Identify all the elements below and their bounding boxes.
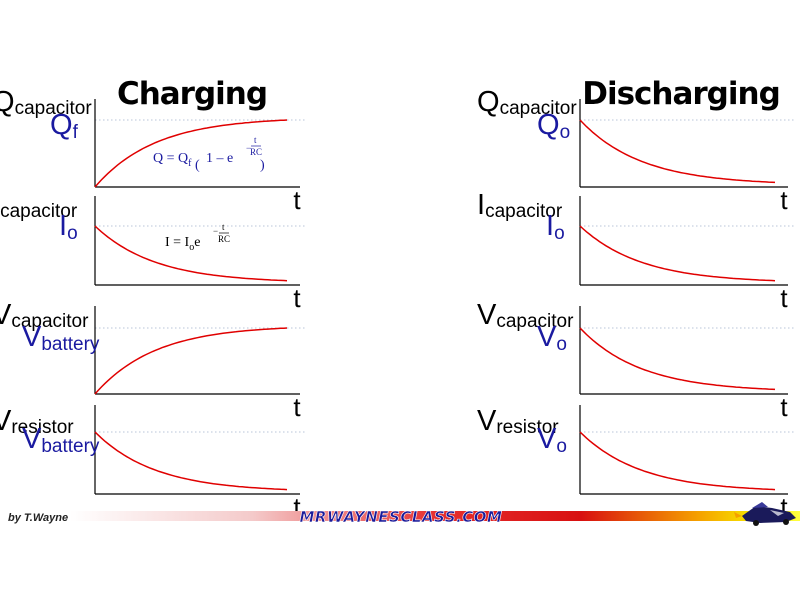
charging-v-curve (94, 327, 288, 395)
charging-q-level-label: Qf (50, 109, 79, 143)
charging-r-quantity-label: Vresistor (0, 405, 74, 438)
site-brand-link[interactable]: MRWAYNESCLASS.COM (299, 508, 503, 527)
charge-equation: Q = Qf ( 1 – e − t RC ) (153, 135, 265, 173)
discharging-i-quantity-label: Icapacitor (477, 189, 563, 222)
charge-equation-one-minus-e: 1 – e (206, 151, 233, 166)
charging-q-curve (94, 119, 288, 188)
discharging-r-time-label: t (780, 492, 788, 522)
discharging-i-level-label: Io (546, 210, 565, 244)
current-equation-exp-minus: − (213, 226, 218, 236)
discharging-q-curve (579, 119, 776, 184)
charging-r-time-label: t (293, 492, 301, 522)
discharging-i-time-label: t (780, 283, 788, 313)
discharging-title: Discharging (582, 76, 780, 112)
rocket-car-icon (734, 502, 796, 526)
current-equation-exp-den: RC (218, 234, 230, 244)
charge-equation-open-paren: ( (195, 158, 200, 173)
charge-equation-lhs: Q = Qf (153, 151, 192, 169)
discharging-v-time-label: t (780, 392, 788, 422)
charging-v-level-label: Vbattery (22, 321, 100, 355)
discharging-v-quantity-label: Vcapacitor (477, 299, 574, 332)
discharging-r-quantity-label: Vresistor (477, 405, 559, 438)
charging-i-curve (94, 225, 288, 282)
discharging-q-level-label: Qo (537, 109, 570, 143)
charging-v-quantity-label: Vcapacitor (0, 299, 89, 332)
discharging-i-curve (579, 225, 776, 282)
charging-r-level-label: Vbattery (22, 423, 100, 457)
discharging-r-curve (579, 431, 776, 491)
charging-i-level-label: Io (59, 210, 78, 244)
current-equation-exp-num: t (222, 222, 225, 232)
charging-i-quantity-label: Icapacitor (0, 189, 78, 222)
current-equation: I = Ioe − t RC (165, 222, 230, 253)
charge-equation-exp-den: RC (250, 147, 262, 157)
charging-q-time-label: t (293, 185, 301, 215)
charging-v-time-label: t (293, 392, 301, 422)
discharging-v-curve (579, 327, 776, 391)
charging-q-quantity-label: Qcapacitor (0, 86, 92, 119)
discharging-q-time-label: t (780, 185, 788, 215)
charging-title: Charging (117, 76, 267, 112)
discharging-v-level-label: Vo (537, 321, 567, 355)
current-equation-lhs: I = Ioe (165, 235, 200, 253)
author-credit: by T.Wayne (8, 512, 68, 524)
discharging-r-level-label: Vo (537, 423, 567, 457)
charging-i-time-label: t (293, 283, 301, 313)
charge-equation-exp-minus: − (246, 143, 251, 153)
footer-gradient-bar (70, 511, 800, 521)
charge-equation-exp-num: t (254, 135, 257, 145)
graph-grid: QcapacitorQftIcapacitorIotVcapacitorVbat… (0, 86, 795, 522)
charge-equation-close-paren: ) (260, 158, 265, 173)
discharging-q-quantity-label: Qcapacitor (477, 86, 577, 119)
charging-r-curve (94, 431, 288, 491)
